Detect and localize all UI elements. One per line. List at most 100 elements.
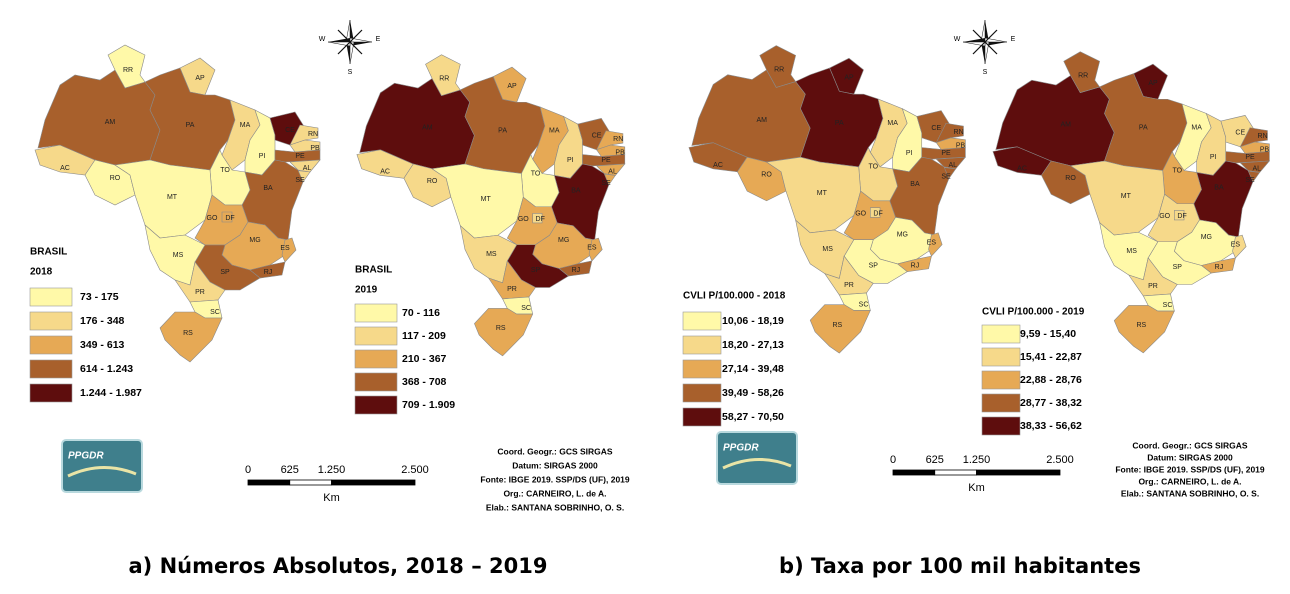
compass-point	[327, 41, 351, 47]
scale-label: 0	[245, 464, 251, 476]
state-label: PI	[906, 150, 913, 157]
state-label: RR	[1078, 72, 1088, 79]
legend-label: 210 - 367	[402, 353, 447, 365]
state-label: AP	[507, 83, 517, 90]
legend-swatch	[682, 335, 722, 355]
state-label: MT	[817, 190, 828, 197]
state-label: GO	[1159, 213, 1170, 220]
state-label: SE	[941, 173, 951, 180]
state-label: MT	[1121, 193, 1132, 200]
panel-caption: a) Números Absolutos, 2018 – 2019	[129, 554, 548, 578]
legend-swatch	[981, 347, 1021, 367]
logo-text: PPGDR	[68, 451, 104, 462]
state-label: AM	[105, 119, 116, 126]
legend-title: 2019	[355, 285, 378, 296]
state-label: TO	[868, 164, 878, 171]
legend-swatch	[29, 287, 73, 307]
state-label: PE	[941, 150, 951, 157]
compass-south: S	[983, 69, 988, 76]
state	[1239, 127, 1268, 148]
legend-label: 38,33 - 56,62	[1020, 420, 1082, 432]
state-label: CE	[1235, 129, 1245, 136]
compass-point	[963, 38, 985, 42]
legend-swatch	[682, 359, 722, 379]
credit-line: Coord. Geogr.: GCS SIRGAS	[497, 446, 613, 456]
state-label: MA	[887, 120, 898, 127]
compass-point	[985, 20, 989, 42]
state	[107, 44, 146, 89]
credit-line: Datum: SIRGAS 2000	[1147, 452, 1233, 462]
state-label: RN	[954, 129, 964, 136]
state	[935, 137, 966, 150]
legend-title: BRASIL	[355, 265, 392, 276]
scale-label: 1.250	[318, 464, 346, 476]
state-label: RR	[439, 75, 449, 82]
legend-label: 73 - 175	[80, 291, 119, 303]
state-label: PI	[1210, 154, 1217, 161]
state-label: PB	[956, 142, 966, 149]
state-label: RO	[427, 178, 438, 185]
state-label: AL	[949, 162, 958, 169]
scale-label: 2.500	[1046, 454, 1074, 466]
state-label: PI	[259, 153, 266, 160]
legend-swatch	[354, 303, 398, 323]
logo-wave	[722, 457, 792, 470]
state-label: PB	[615, 149, 625, 156]
state	[596, 130, 624, 151]
compass-ray	[984, 29, 998, 43]
compass-ray	[984, 41, 998, 55]
state	[765, 156, 861, 234]
scale-segment	[892, 469, 936, 476]
legend-label: 117 - 209	[402, 330, 446, 342]
scale-unit: Km	[323, 492, 340, 504]
state	[281, 237, 297, 263]
state-label: ES	[927, 239, 937, 246]
compass-west: W	[954, 36, 961, 43]
state-label: MS	[173, 252, 184, 259]
state-label: RR	[774, 67, 784, 74]
state-label: MS	[822, 246, 833, 253]
state-label: GO	[207, 215, 218, 222]
legend-swatch	[682, 407, 722, 427]
compass-east: E	[376, 36, 381, 43]
state-label: AP	[1148, 80, 1158, 87]
state-label: MG	[558, 237, 569, 244]
state-label: RO	[1065, 175, 1076, 182]
state-label: MA	[1191, 125, 1202, 132]
compass-point	[350, 42, 372, 46]
state-label: PR	[507, 286, 517, 293]
state-label: SC	[859, 301, 869, 308]
state-label: GO	[855, 210, 866, 217]
legend-label: 18,20 - 27,13	[722, 339, 784, 351]
state-label: AL	[1253, 165, 1262, 172]
legend-label: 70 - 116	[402, 307, 440, 319]
legend-swatch	[354, 395, 398, 415]
legend-swatch	[29, 335, 73, 355]
state	[759, 45, 797, 88]
legend-label: 27,14 - 39,48	[722, 363, 784, 375]
legend-label: 15,41 - 22,87	[1020, 351, 1082, 363]
state-label: RS	[496, 325, 506, 332]
state-label: SE	[1245, 177, 1255, 184]
state-label: RS	[1136, 322, 1146, 329]
state-label: MA	[549, 128, 560, 135]
state-label: AC	[380, 168, 390, 175]
state-label: RO	[110, 175, 121, 182]
state-label: PE	[295, 153, 305, 160]
state-label: CE	[285, 127, 295, 134]
legend-swatch	[29, 383, 73, 403]
state-label: SP	[1173, 264, 1183, 271]
compass-ray	[349, 29, 363, 43]
legend-swatch	[981, 393, 1021, 413]
legend-swatch	[29, 311, 73, 331]
legend-title: CVLI P/100.000 - 2018	[683, 291, 786, 302]
compass-west: W	[319, 36, 326, 43]
legend-label: 709 - 1.909	[402, 399, 455, 411]
state-label: RN	[613, 136, 623, 143]
legend-label: 10,06 - 18,19	[722, 315, 784, 327]
logo-wave	[67, 465, 137, 478]
legend-label: 176 - 348	[80, 315, 125, 327]
state-label: RJ	[1215, 264, 1224, 271]
compass-ray	[337, 29, 351, 43]
